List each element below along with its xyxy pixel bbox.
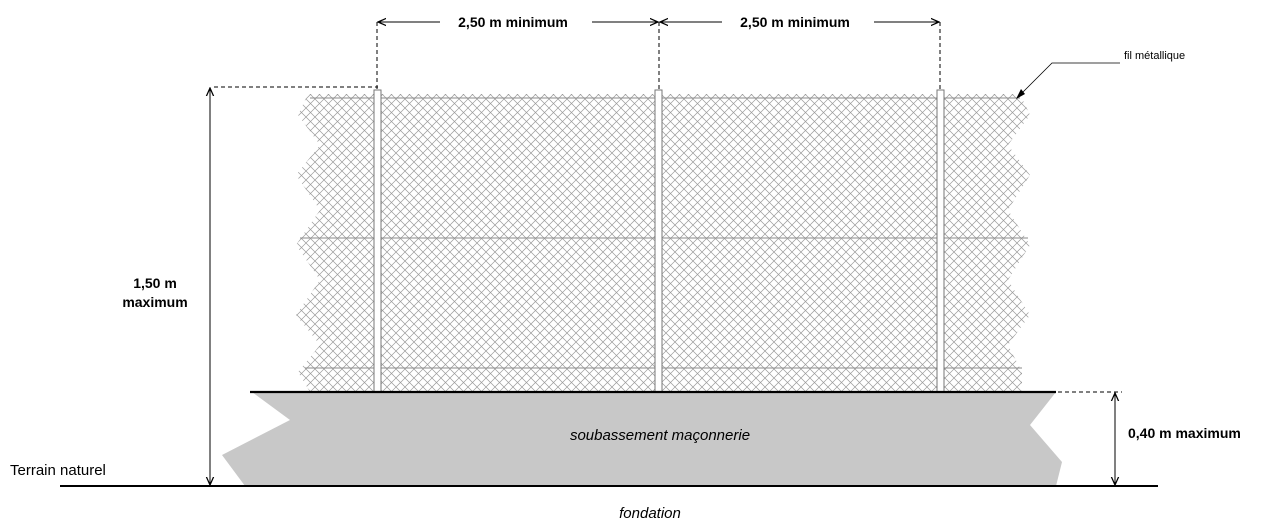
wire-leader-arrow-icon <box>1016 89 1025 99</box>
wire-label: fil métallique <box>1124 50 1185 62</box>
spacing-label-right: 2,50 m minimum <box>740 14 850 30</box>
ground-label: Terrain naturel <box>10 462 106 479</box>
height-label-line1: 1,50 m <box>133 275 177 291</box>
height-label-line2: maximum <box>122 294 187 310</box>
chain-link-mesh <box>296 94 1030 392</box>
wire-leader-line <box>1017 62 1120 98</box>
foundation-label: fondation <box>619 505 681 522</box>
fence-post-center <box>654 89 663 393</box>
base-label: soubassement maçonnerie <box>570 427 750 444</box>
fence-post-right <box>936 89 945 393</box>
spacing-label-left: 2,50 m minimum <box>458 14 568 30</box>
tension-wires <box>300 97 1028 369</box>
fence-post-left <box>373 89 382 393</box>
spacing-dimension <box>376 22 941 90</box>
masonry-base <box>222 392 1062 486</box>
base-height-label: 0,40 m maximum <box>1128 425 1241 441</box>
